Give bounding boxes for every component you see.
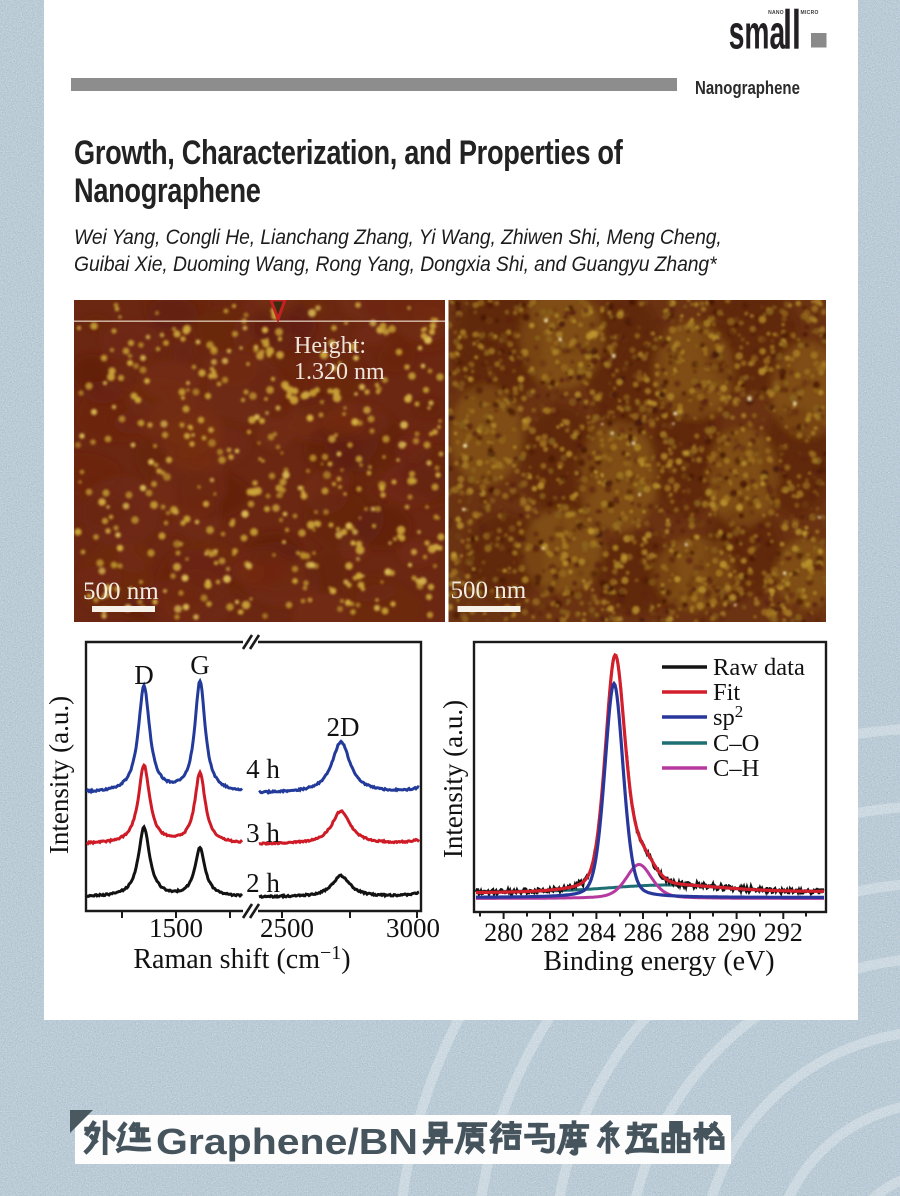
- svg-text:NANO: NANO: [768, 10, 784, 16]
- svg-text:Graphene/BN: Graphene/BN: [156, 1121, 418, 1162]
- svg-text:C–H: C–H: [713, 755, 759, 782]
- svg-text:284: 284: [577, 918, 616, 947]
- svg-text:292: 292: [764, 918, 803, 947]
- svg-text:Binding energy (eV): Binding energy (eV): [543, 946, 774, 977]
- svg-text:288: 288: [671, 918, 710, 947]
- svg-text:2D: 2D: [327, 712, 360, 742]
- svg-text:Raw data: Raw data: [713, 654, 805, 681]
- svg-text:Height:: Height:: [294, 333, 366, 359]
- svg-text:2 h: 2 h: [246, 868, 280, 898]
- svg-text:D: D: [134, 660, 154, 690]
- svg-text:3000: 3000: [386, 913, 440, 943]
- svg-text:4 h: 4 h: [246, 754, 280, 784]
- svg-text:1.320 nm: 1.320 nm: [294, 359, 385, 385]
- svg-text:Intensity (a.u.): Intensity (a.u.): [44, 696, 74, 854]
- svg-text:282: 282: [531, 918, 570, 947]
- svg-text:290: 290: [717, 918, 756, 947]
- svg-text:sma: sma: [729, 7, 786, 59]
- svg-text:286: 286: [624, 918, 663, 947]
- svg-text:G: G: [190, 650, 210, 680]
- svg-text:1500: 1500: [149, 913, 203, 943]
- svg-text:MICRO: MICRO: [801, 10, 819, 16]
- svg-text:C–O: C–O: [713, 730, 759, 757]
- svg-text:500 nm: 500 nm: [451, 577, 527, 604]
- svg-text:2500: 2500: [260, 913, 314, 943]
- svg-text:280: 280: [484, 918, 523, 947]
- svg-text:3 h: 3 h: [246, 818, 280, 848]
- svg-text:Raman shift (cm−1): Raman shift (cm−1): [133, 942, 350, 975]
- svg-text:sp2: sp2: [713, 702, 743, 731]
- svg-text:Intensity (a.u.): Intensity (a.u.): [438, 700, 468, 858]
- svg-text:500 nm: 500 nm: [83, 578, 159, 605]
- svg-text:Fit: Fit: [713, 679, 740, 706]
